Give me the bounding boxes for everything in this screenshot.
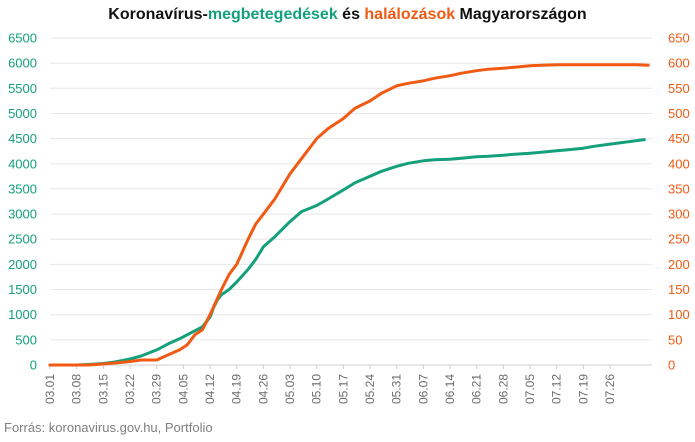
y-left-tick-label: 3000 — [8, 207, 37, 222]
x-tick-label: 05.10 — [310, 374, 324, 404]
y-right-tick-label: 250 — [668, 232, 690, 247]
x-tick-label: 07.19 — [576, 374, 590, 404]
x-tick-label: 07.26 — [603, 374, 617, 404]
x-tick-label: 06.21 — [470, 374, 484, 404]
y-right-tick-label: 500 — [668, 106, 690, 121]
y-right-tick-label: 450 — [668, 131, 690, 146]
y-left-tick-label: 5500 — [8, 81, 37, 96]
x-tick-label: 03.08 — [70, 374, 84, 404]
x-tick-label: 03.29 — [150, 374, 164, 404]
x-tick-label: 03.22 — [123, 374, 137, 404]
y-left-tick-label: 4000 — [8, 156, 37, 171]
x-tick-label: 04.19 — [230, 374, 244, 404]
x-tick-label: 05.17 — [336, 374, 350, 404]
x-tick-label: 06.14 — [443, 374, 457, 404]
y-left-tick-label: 2000 — [8, 257, 37, 272]
title-part-1: Koronavírus- — [108, 6, 208, 23]
chart-title: Koronavírus-megbetegedések és halálozáso… — [0, 6, 695, 24]
x-tick-label: 03.01 — [43, 374, 57, 404]
y-right-tick-label: 0 — [668, 358, 675, 373]
title-deaths: halálozások — [364, 6, 456, 23]
y-right-tick-label: 50 — [668, 332, 682, 347]
y-right-tick-label: 300 — [668, 207, 690, 222]
series-line-cases — [48, 138, 646, 367]
series-line-deaths — [48, 63, 650, 367]
y-left-tick-label: 1000 — [8, 307, 37, 322]
y-left-tick-label: 500 — [15, 332, 37, 347]
y-left-tick-label: 2500 — [8, 232, 37, 247]
y-right-tick-label: 350 — [668, 181, 690, 196]
x-tick-label: 06.28 — [496, 374, 510, 404]
y-right-tick-label: 650 — [668, 31, 690, 46]
title-cases: megbetegedések — [207, 6, 338, 23]
x-tick-label: 05.31 — [390, 374, 404, 404]
title-part-5: Magyarországon — [455, 6, 587, 23]
y-left-tick-label: 3500 — [8, 181, 37, 196]
y-left-tick-label: 1500 — [8, 282, 37, 297]
y-left-tick-label: 6000 — [8, 56, 37, 71]
source-note: Forrás: koronavirus.gov.hu, Portfolio — [4, 420, 213, 435]
y-right-tick-label: 550 — [668, 81, 690, 96]
x-tick-label: 05.24 — [363, 374, 377, 404]
x-tick-label: 07.05 — [523, 374, 537, 404]
title-part-3: és — [337, 6, 365, 23]
x-tick-label: 05.03 — [283, 374, 297, 404]
x-tick-label: 07.12 — [550, 374, 564, 404]
x-tick-label: 03.15 — [96, 374, 110, 404]
x-tick-label: 04.26 — [256, 374, 270, 404]
y-left-tick-label: 5000 — [8, 106, 37, 121]
y-left-tick-label: 6500 — [8, 31, 37, 46]
y-right-tick-label: 400 — [668, 156, 690, 171]
x-tick-label: 06.07 — [416, 374, 430, 404]
x-tick-label: 04.12 — [203, 374, 217, 404]
y-right-tick-label: 100 — [668, 307, 690, 322]
y-left-tick-label: 4500 — [8, 131, 37, 146]
y-right-tick-label: 150 — [668, 282, 690, 297]
y-right-tick-label: 200 — [668, 257, 690, 272]
y-left-tick-label: 0 — [30, 358, 37, 373]
y-right-tick-label: 600 — [668, 56, 690, 71]
x-tick-label: 04.05 — [176, 374, 190, 404]
